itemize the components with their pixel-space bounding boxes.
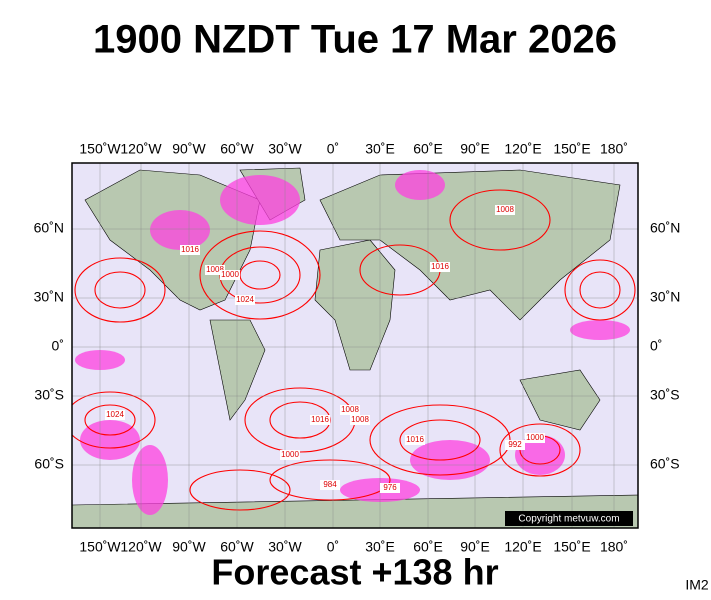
isobar-label: 1000 (281, 450, 299, 459)
image-code: IM2 (685, 577, 709, 593)
isobar-label: 1008 (206, 265, 224, 274)
longitude-label: 30˚W (268, 539, 302, 555)
isobar-label-bg (380, 483, 400, 493)
longitude-label: 90˚W (172, 141, 206, 157)
map-frame (71, 162, 639, 529)
isobars (72, 189, 636, 511)
map: 1008 1016 1024 1000 1016 1008 1024 1000 992 1016 1… (72, 163, 638, 528)
isobar-label: 1024 (106, 410, 124, 419)
isobar-label: 1016 (181, 245, 199, 254)
longitude-label: 150˚E (553, 539, 590, 555)
longitude-label: 60˚W (220, 141, 254, 157)
longitude-label: 150˚W (79, 539, 121, 555)
latitude-label: 30˚N (650, 289, 680, 305)
isobar-label-bg (525, 433, 545, 443)
longitude-label: 120˚W (120, 539, 162, 555)
isobar-label-bg (205, 265, 225, 275)
longitude-label: 30˚W (268, 141, 302, 157)
latitude-label: 30˚S (650, 387, 680, 403)
latitude-label: 60˚N (650, 220, 680, 236)
longitude-label: 90˚E (460, 539, 490, 555)
longitude-label: 30˚E (365, 141, 395, 157)
isobar-label: 1008 (341, 405, 359, 414)
isobar-label-bg (320, 480, 340, 490)
isobar-label: 1000 (526, 433, 544, 442)
isobar-label-bg (495, 205, 515, 215)
isobar-label: 984 (323, 480, 337, 489)
isobar-label: 1016 (311, 415, 329, 424)
isobar-label-bg (180, 245, 200, 255)
isobar-label: 1000 (221, 270, 239, 279)
graticule (72, 163, 638, 528)
isobar-label: 1008 (351, 415, 369, 424)
copyright-bg (505, 511, 633, 526)
longitude-label: 180˚ (600, 141, 628, 157)
longitude-label: 0˚ (327, 141, 339, 157)
isobar-label: 992 (508, 440, 522, 449)
longitude-label: 120˚E (504, 141, 541, 157)
isobar-label: 1024 (236, 295, 254, 304)
isobar-label-bg (220, 270, 240, 280)
isobar-label-bg (280, 450, 300, 460)
forecast: Forecast +138 hr (211, 552, 498, 593)
longitude-label: 180˚ (600, 539, 628, 555)
longitude-label: 60˚W (220, 539, 254, 555)
longitude-label: 150˚E (553, 141, 590, 157)
longitude-label: 120˚E (504, 539, 541, 555)
longitude-label: 60˚E (413, 141, 443, 157)
longitude-label: 120˚W (120, 141, 162, 157)
isobar-label-bg (105, 410, 125, 420)
isobar-label-bg (405, 435, 425, 445)
isobar-label: 1016 (406, 435, 424, 444)
latitude-label: 30˚S (34, 387, 64, 403)
isobar-label-bg (235, 295, 255, 305)
latitude-label: 60˚S (34, 456, 64, 472)
isobar-label: 1016 (431, 262, 449, 271)
isobar-label-bg (350, 415, 370, 425)
latitude-label: 30˚N (34, 289, 64, 305)
longitude-label: 90˚E (460, 141, 490, 157)
isobar-label: 976 (383, 483, 397, 492)
latitude-label: 60˚N (34, 220, 64, 236)
copyright: Copyright metvuw.com (518, 514, 619, 525)
isobar-label-bg (340, 405, 360, 415)
longitude-label: 60˚E (413, 539, 443, 555)
latitude-label: 0˚ (52, 338, 64, 354)
isobar-label: 1008 (496, 205, 514, 214)
isobar-label-bg (505, 440, 525, 450)
longitude-label: 150˚W (79, 141, 121, 157)
longitude-label: 0˚ (327, 539, 339, 555)
isobar-label-bg (430, 262, 450, 272)
longitude-label: 90˚W (172, 539, 206, 555)
title: 1900 NZDT Tue 17 Mar 2026 (93, 18, 617, 62)
latitude-label: 0˚ (650, 338, 662, 354)
isobar-label-bg (310, 415, 330, 425)
latitude-label: 60˚S (650, 456, 680, 472)
longitude-label: 30˚E (365, 539, 395, 555)
